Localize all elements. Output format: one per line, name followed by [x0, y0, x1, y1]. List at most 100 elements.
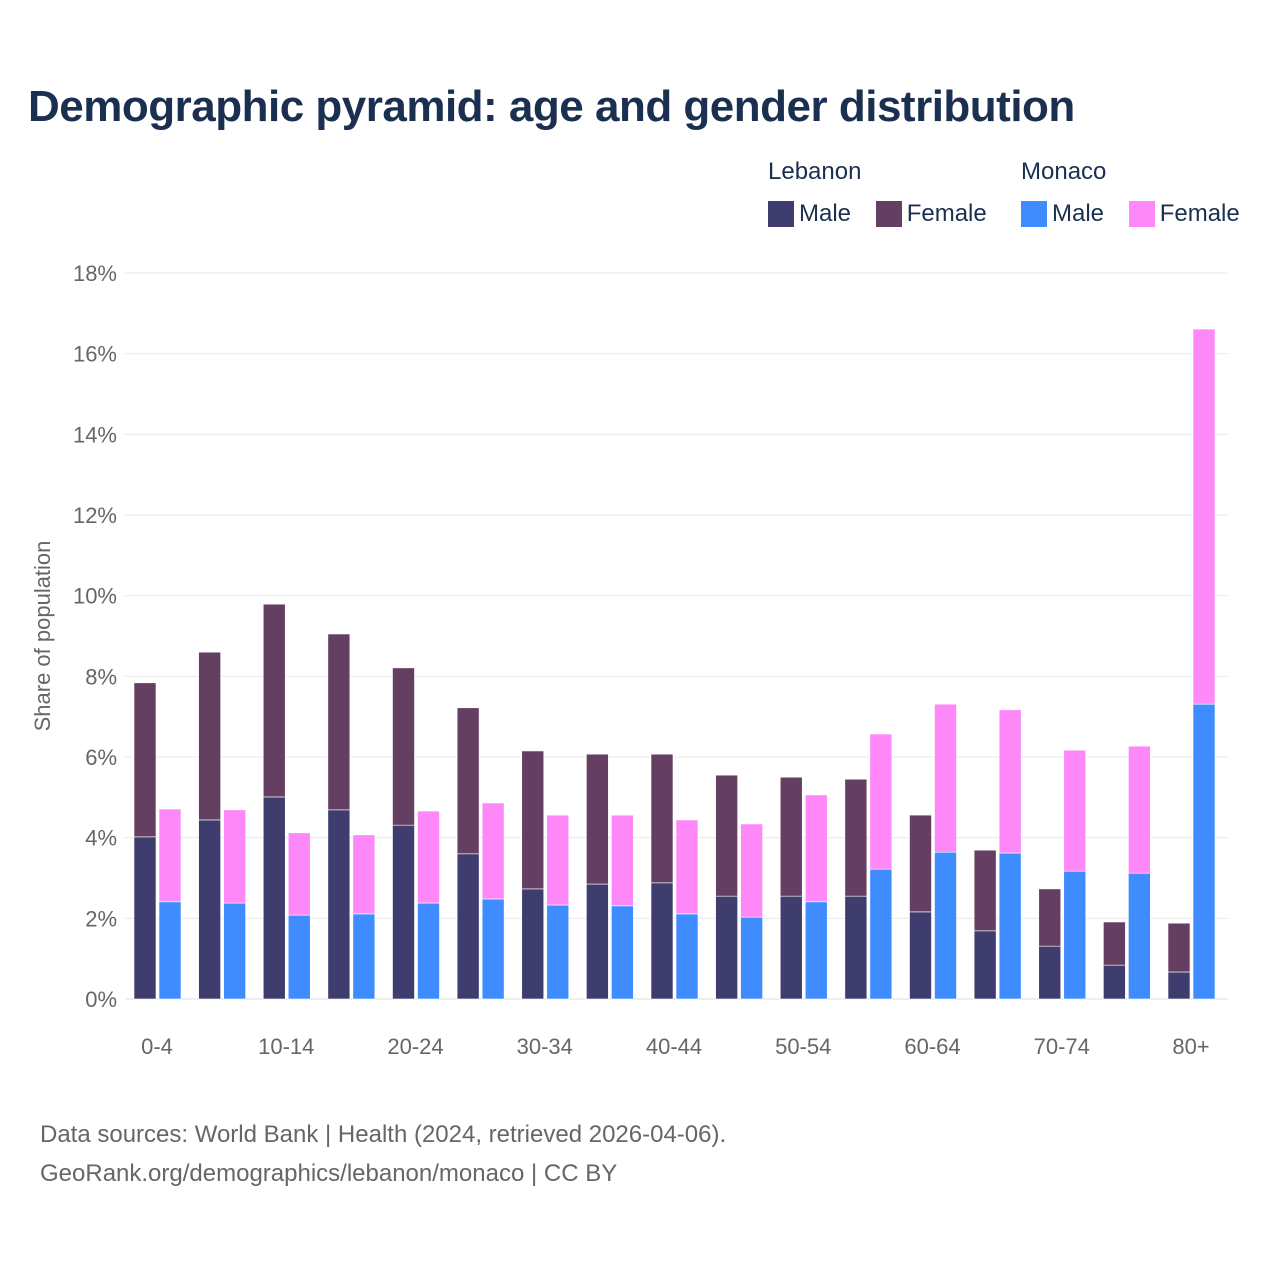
y-tick-label: 6%: [85, 745, 117, 770]
bar-monaco-female-15-19: [352, 834, 376, 915]
legend-group-label: Monaco: [1021, 158, 1107, 185]
bar-monaco-female-20-24: [417, 810, 440, 904]
bar-monaco-male-75-79: [1128, 872, 1151, 1000]
y-tick-label: 12%: [73, 503, 117, 528]
bar-monaco-male-0-4: [158, 901, 182, 1000]
y-tick-label: 8%: [85, 664, 117, 689]
bar-monaco-female-35-39: [611, 814, 634, 907]
bar-lebanon-female-40-44: [650, 753, 674, 884]
bar-monaco-female-80+: [1192, 328, 1216, 705]
legend-monaco: Monaco Male Female: [1021, 158, 1258, 234]
bar-monaco-female-65-69: [998, 709, 1022, 854]
bar-lebanon-male-60-64: [909, 911, 932, 1000]
bar-monaco-male-60-64: [934, 851, 957, 1000]
bar-lebanon-female-35-39: [586, 753, 609, 885]
bar-monaco-male-45-49: [740, 916, 763, 1000]
bar-monaco-female-40-44: [675, 819, 699, 915]
footer-sources: Data sources: World Bank | Health (2024,…: [40, 1121, 727, 1148]
bar-monaco-male-5-9: [223, 902, 246, 1000]
bar-lebanon-female-0-4: [133, 682, 157, 838]
bar-lebanon-male-55-59: [844, 895, 868, 1000]
bar-monaco-male-70-74: [1063, 870, 1087, 1000]
bar-monaco-female-75-79: [1128, 745, 1151, 874]
bar-lebanon-female-5-9: [198, 651, 221, 821]
y-tick-label: 0%: [85, 987, 117, 1012]
bar-monaco-male-50-54: [804, 901, 828, 1000]
bar-monaco-female-5-9: [223, 809, 246, 904]
legend-item-monaco-female: Female: [1128, 200, 1240, 228]
bar-lebanon-female-30-34: [521, 750, 545, 890]
legend-swatch: [1128, 201, 1155, 227]
bar-lebanon-female-50-54: [779, 776, 803, 897]
bar-monaco-female-25-29: [481, 802, 505, 900]
legend-item-lebanon-female: Female: [875, 200, 987, 228]
legend-swatch: [1021, 201, 1047, 227]
x-tick-label: 50-54: [775, 1034, 831, 1059]
bar-lebanon-female-15-19: [327, 633, 351, 811]
bar-monaco-male-40-44: [675, 913, 699, 1000]
bar-monaco-female-0-4: [158, 808, 182, 903]
bar-lebanon-female-20-24: [392, 667, 415, 826]
bar-monaco-male-35-39: [611, 905, 634, 1000]
bar-lebanon-male-50-54: [779, 895, 803, 1000]
x-tick-label: 0-4: [141, 1034, 173, 1059]
legend-swatch: [875, 201, 902, 227]
y-tick-label: 18%: [73, 261, 117, 286]
x-tick-label: 80+: [1172, 1034, 1209, 1059]
bar-monaco-male-25-29: [481, 898, 505, 1000]
bar-lebanon-male-5-9: [198, 819, 221, 1000]
bar-lebanon-male-70-74: [1038, 945, 1062, 1000]
y-tick-label: 16%: [73, 342, 117, 367]
x-tick-label: 10-14: [258, 1034, 314, 1059]
legend-item-lebanon-male: Male: [768, 200, 851, 228]
chart-title: Demographic pyramid: age and gender dist…: [28, 82, 1075, 131]
y-tick-label: 10%: [73, 584, 117, 609]
bar-lebanon-male-0-4: [133, 836, 157, 1000]
bar-lebanon-male-75-79: [1103, 964, 1126, 1000]
bar-monaco-male-80+: [1192, 703, 1216, 1000]
legend-label: Male: [1052, 200, 1105, 227]
bar-lebanon-female-60-64: [909, 814, 932, 913]
legend-lebanon: Lebanon Male Female: [768, 158, 1005, 234]
y-tick-label: 2%: [85, 906, 117, 931]
bar-monaco-male-15-19: [352, 913, 376, 1000]
legend-label: Female: [906, 200, 987, 227]
x-tick-label: 20-24: [387, 1034, 443, 1059]
bar-monaco-female-10-14: [287, 832, 311, 916]
bar-monaco-male-65-69: [998, 852, 1022, 1000]
bar-lebanon-female-80+: [1167, 922, 1191, 973]
bar-lebanon-female-10-14: [262, 603, 286, 798]
bar-monaco-male-30-34: [546, 904, 570, 1000]
bar-lebanon-female-75-79: [1103, 921, 1126, 966]
bar-monaco-female-60-64: [934, 703, 957, 853]
bar-monaco-male-55-59: [869, 868, 893, 1000]
x-tick-label: 70-74: [1034, 1034, 1090, 1059]
bar-lebanon-male-40-44: [650, 882, 674, 1000]
legend-label: Female: [1159, 200, 1240, 227]
bar-lebanon-male-30-34: [521, 888, 545, 1000]
bar-monaco-male-10-14: [287, 914, 311, 1000]
legend-label: Male: [799, 200, 852, 227]
bar-lebanon-female-65-69: [973, 849, 997, 932]
bar-lebanon-male-45-49: [715, 895, 738, 1000]
footer-url: GeoRank.org/demographics/lebanon/monaco …: [40, 1160, 618, 1187]
bar-lebanon-male-15-19: [327, 809, 351, 1000]
bar-lebanon-female-25-29: [456, 707, 480, 855]
bar-monaco-female-30-34: [546, 814, 570, 906]
bar-lebanon-female-55-59: [844, 778, 868, 897]
footer: Data sources: World Bank | Health (2024,…: [40, 1115, 726, 1193]
x-tick-label: 60-64: [904, 1034, 960, 1059]
bar-lebanon-male-25-29: [456, 853, 480, 1000]
bar-lebanon-male-80+: [1167, 971, 1191, 1000]
legend-item-monaco-male: Male: [1021, 200, 1104, 228]
bar-lebanon-male-65-69: [973, 930, 997, 1000]
bar-lebanon-male-10-14: [262, 796, 286, 1000]
bar-monaco-female-45-49: [740, 823, 763, 918]
bar-lebanon-female-70-74: [1038, 888, 1062, 947]
x-tick-label: 30-34: [517, 1034, 573, 1059]
y-tick-label: 4%: [85, 826, 117, 851]
bar-lebanon-male-35-39: [586, 883, 609, 1000]
bar-lebanon-male-20-24: [392, 824, 415, 1000]
bar-monaco-female-70-74: [1063, 749, 1087, 872]
